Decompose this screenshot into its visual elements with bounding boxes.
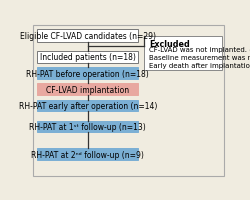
FancyBboxPatch shape bbox=[37, 121, 138, 133]
Text: RH-PAT before operation (n=18): RH-PAT before operation (n=18) bbox=[26, 69, 148, 78]
Text: Eligible CF-LVAD candidates (n=29): Eligible CF-LVAD candidates (n=29) bbox=[20, 32, 155, 41]
Text: CF-LVAD was not implanted. (n=7): CF-LVAD was not implanted. (n=7) bbox=[148, 46, 250, 52]
Text: CF-LVAD implantation: CF-LVAD implantation bbox=[46, 85, 129, 94]
Text: RH-PAT at 2ⁿᵈ follow-up (n=9): RH-PAT at 2ⁿᵈ follow-up (n=9) bbox=[31, 150, 144, 159]
Text: Baseline measurement was not available. (n=3): Baseline measurement was not available. … bbox=[148, 54, 250, 60]
Text: Included patients (n=18): Included patients (n=18) bbox=[40, 53, 135, 62]
Text: Excluded: Excluded bbox=[148, 40, 189, 49]
FancyBboxPatch shape bbox=[37, 84, 138, 96]
FancyBboxPatch shape bbox=[37, 149, 138, 160]
FancyBboxPatch shape bbox=[37, 52, 138, 63]
FancyBboxPatch shape bbox=[37, 68, 138, 79]
FancyBboxPatch shape bbox=[144, 37, 221, 70]
Text: RH-PAT early after operation (n=14): RH-PAT early after operation (n=14) bbox=[18, 102, 156, 110]
Text: RH-PAT at 1ˢᵗ follow-up (n=13): RH-PAT at 1ˢᵗ follow-up (n=13) bbox=[29, 122, 146, 131]
FancyBboxPatch shape bbox=[37, 30, 138, 43]
Text: Early death after implantation. (n=1): Early death after implantation. (n=1) bbox=[148, 62, 250, 69]
FancyBboxPatch shape bbox=[37, 100, 138, 112]
